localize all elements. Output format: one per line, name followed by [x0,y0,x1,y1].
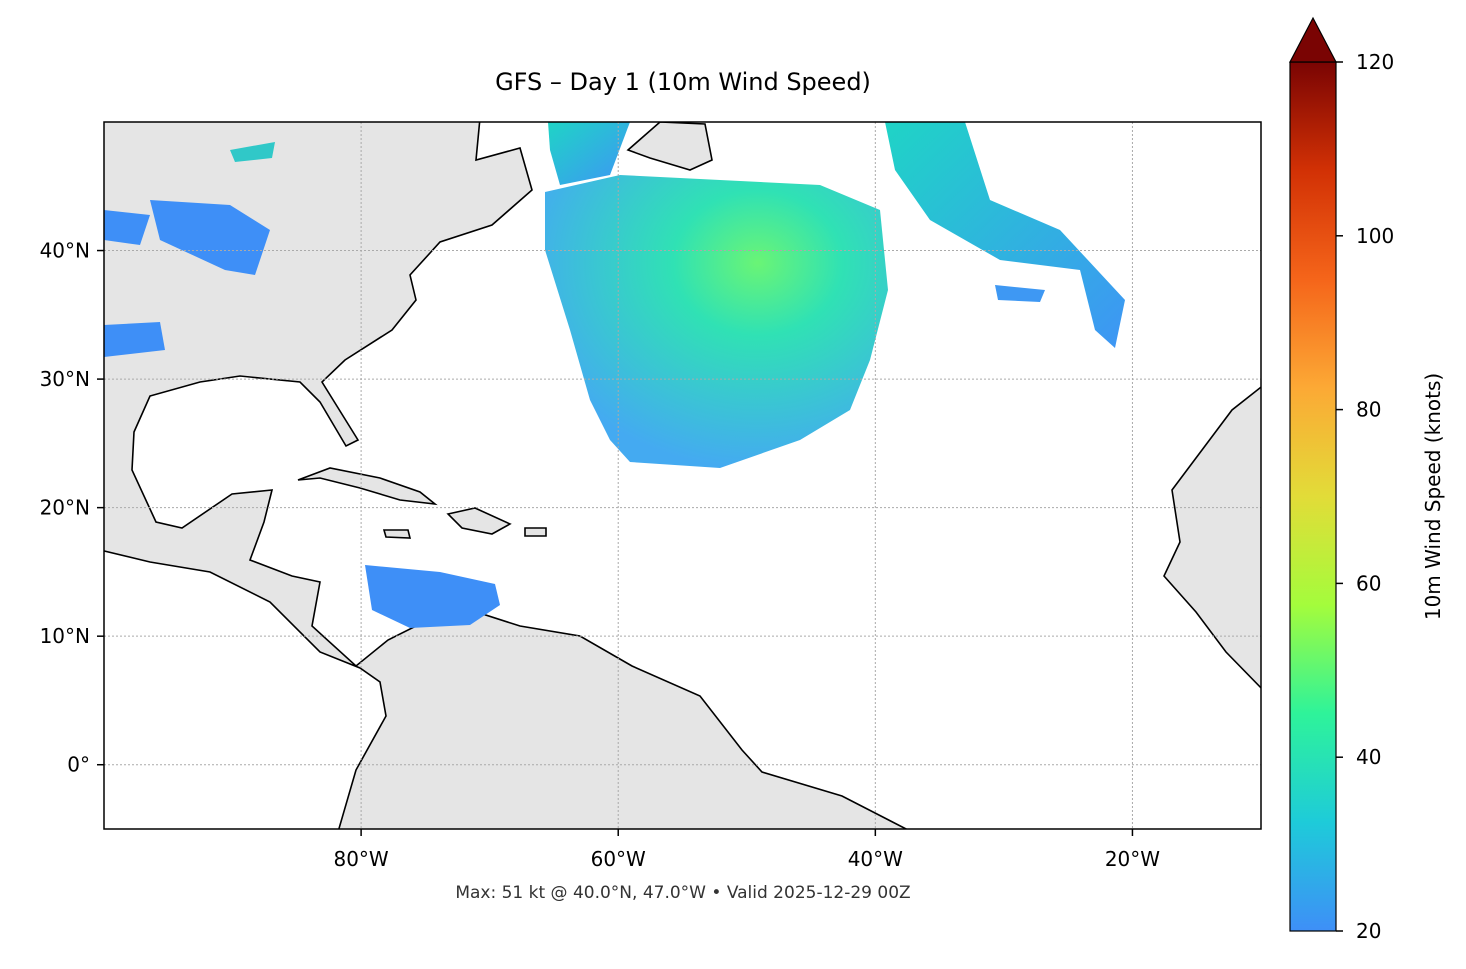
y-tick-label: 20°N [40,496,90,520]
y-tick-label: 40°N [40,239,90,263]
colorbar-tick-label: 80 [1356,398,1381,422]
colorbar-tick-label: 120 [1356,50,1394,74]
x-tick-label: 20°W [1105,847,1160,871]
wind-field [230,142,275,162]
cuba [297,467,438,506]
wind-field [104,210,150,245]
y-tick-label: 10°N [40,624,90,648]
wind-field [150,200,270,275]
wind-field [365,565,500,628]
colorbar-label: 10m Wind Speed (knots) [1421,373,1445,620]
colorbar [1289,61,1337,932]
x-tick-label: 40°W [848,847,903,871]
puerto-rico [524,527,547,537]
wind-field [545,175,888,468]
jamaica [382,529,412,539]
africa [1163,386,1261,690]
americas [104,122,908,829]
map-area [103,121,1262,830]
hispaniola [446,507,512,535]
grid [104,122,1261,829]
wind-field [548,122,630,185]
colorbar-tick-label: 100 [1356,224,1394,248]
x-tick-label: 80°W [333,847,388,871]
chart-title: GFS – Day 1 (10m Wind Speed) [495,68,871,96]
wind-field [104,322,165,357]
wind-field [885,122,1125,348]
colorbar-tick-label: 60 [1356,571,1381,595]
colorbar-extension [1289,16,1337,63]
wind-field [995,285,1045,302]
x-tick-label: 60°W [591,847,646,871]
colorbar-tick-label: 20 [1356,919,1381,943]
y-tick-label: 0° [67,753,90,777]
footnote: Max: 51 kt @ 40.0°N, 47.0°W • Valid 2025… [455,883,910,903]
plot-frame [103,121,1262,830]
y-tick-label: 30°N [40,367,90,391]
newfoundland [626,122,713,171]
colorbar-tick-label: 40 [1356,745,1381,769]
